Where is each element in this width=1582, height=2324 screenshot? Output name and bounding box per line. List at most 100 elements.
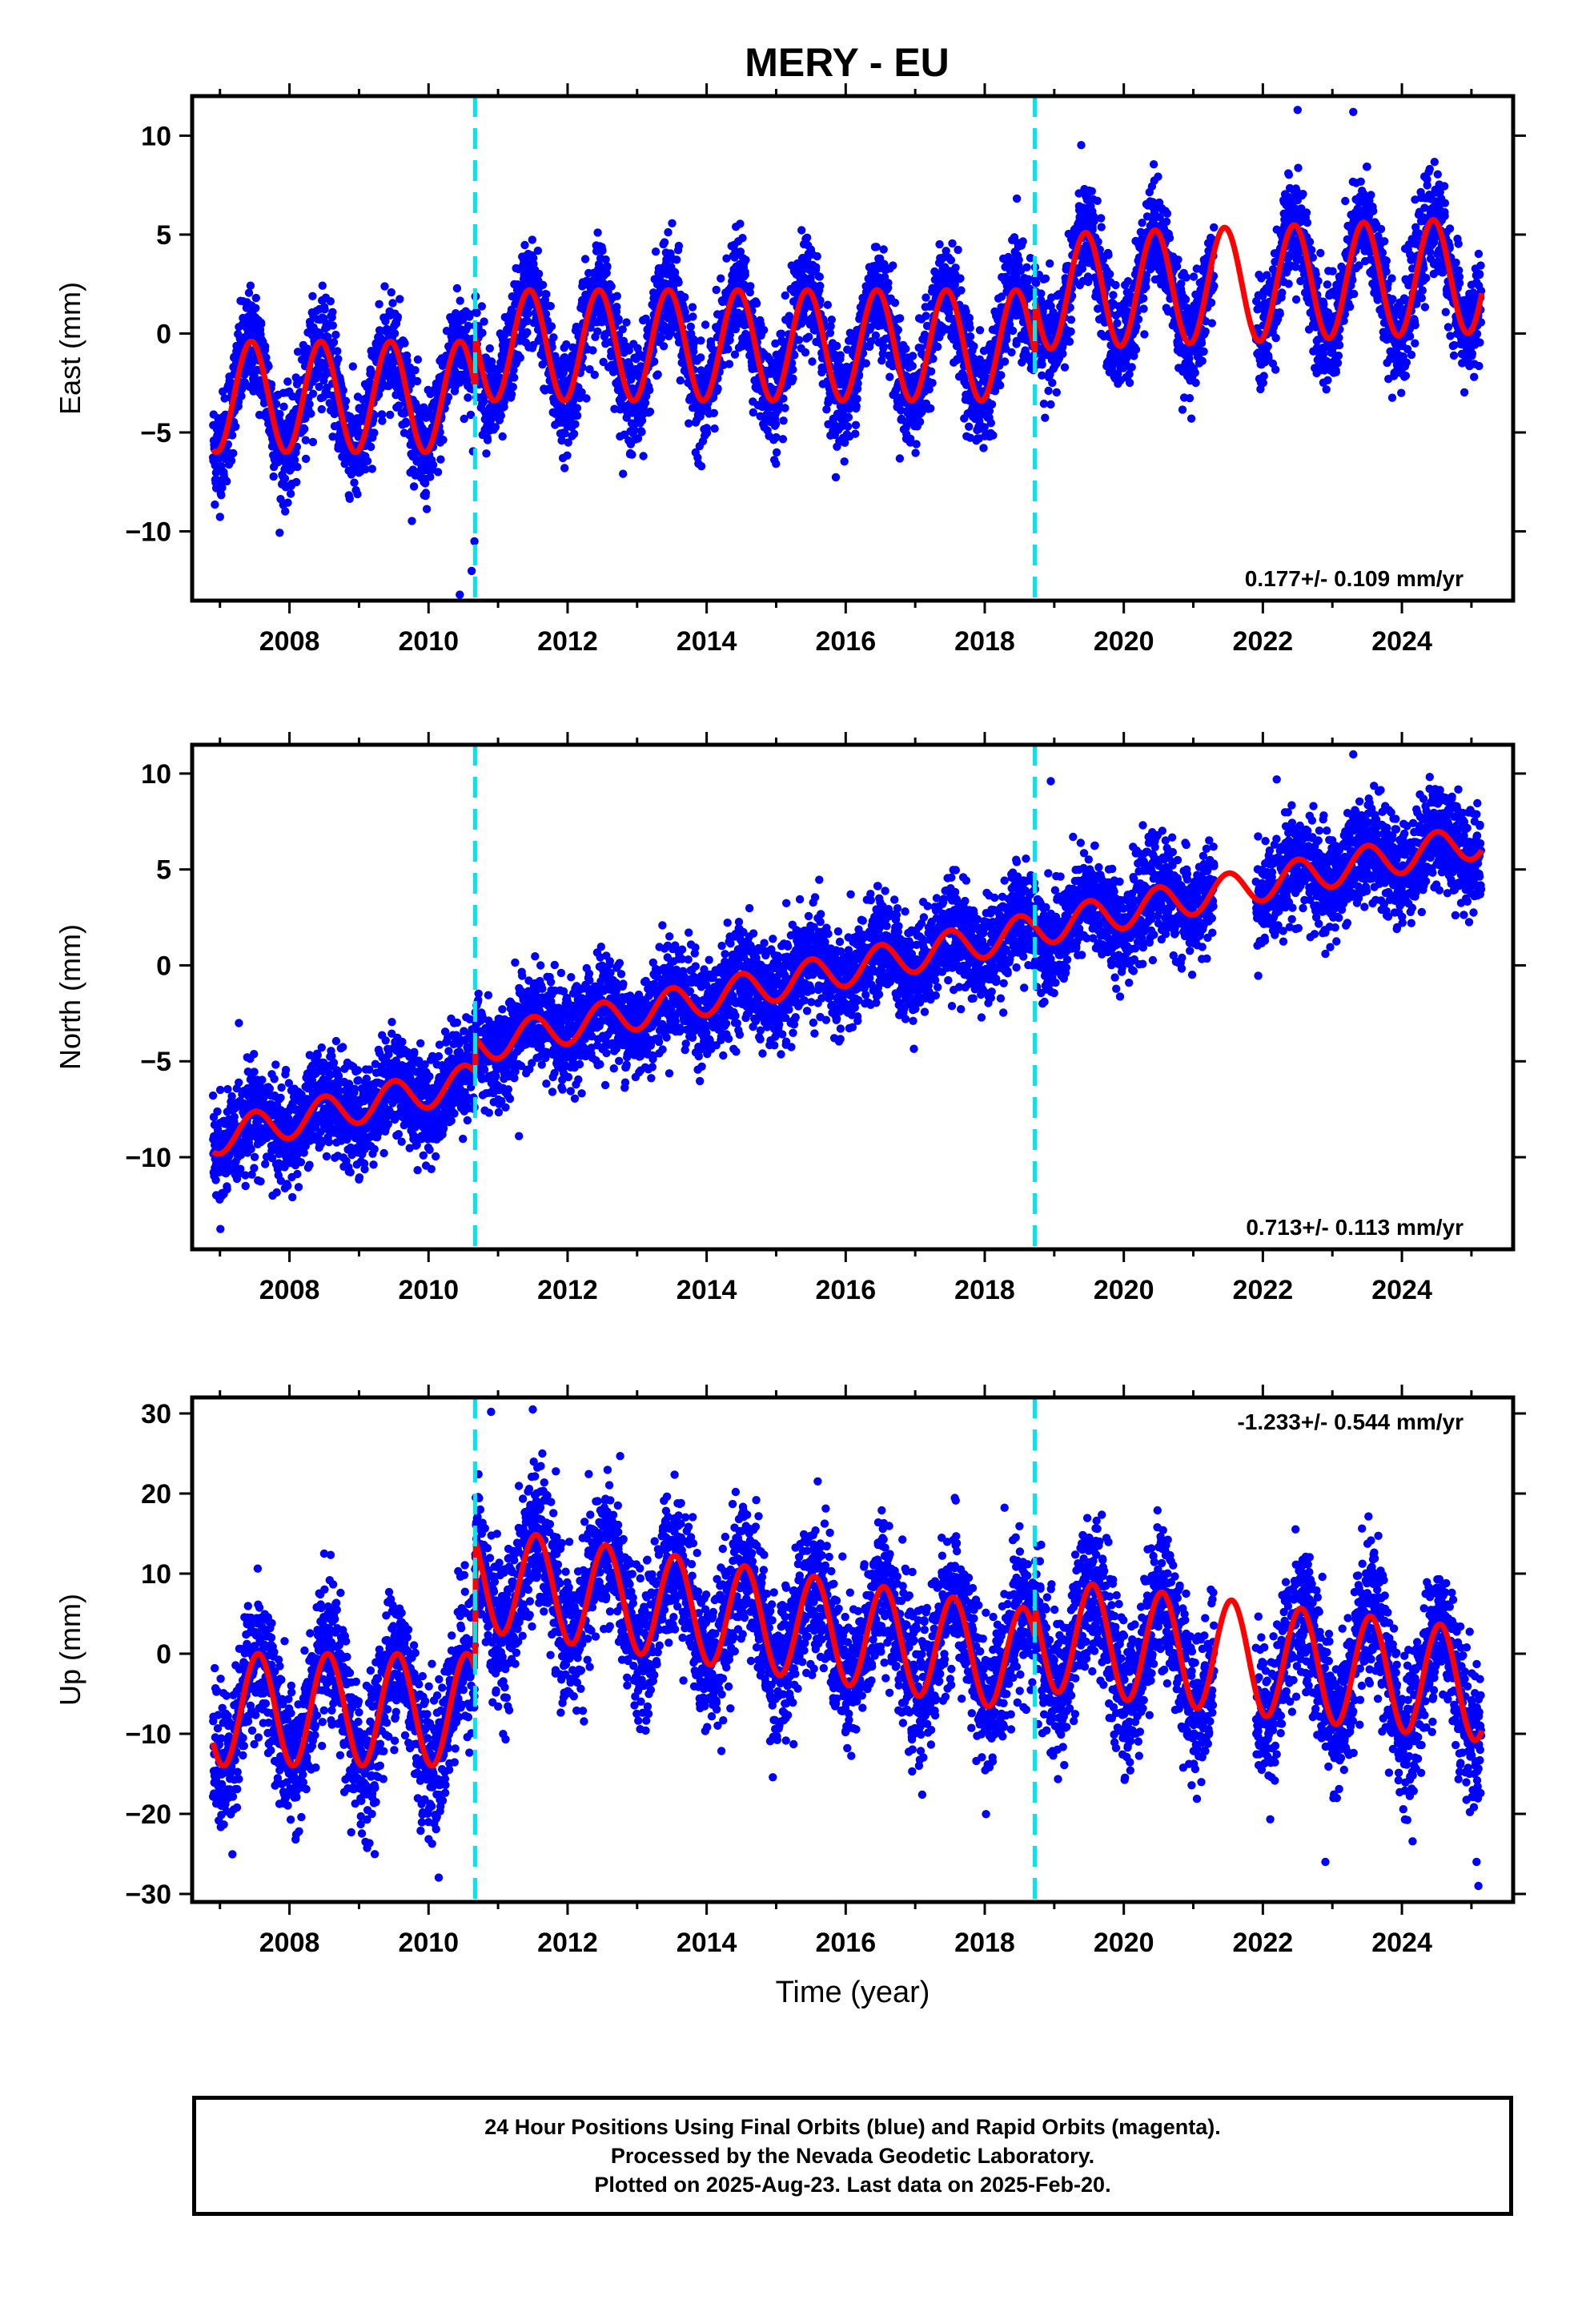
data-point — [534, 269, 544, 279]
data-point — [709, 408, 718, 417]
data-point — [1131, 345, 1141, 354]
data-point — [1132, 322, 1141, 332]
data-point — [323, 332, 332, 341]
data-point — [498, 432, 507, 441]
data-point — [293, 462, 302, 472]
data-point — [966, 324, 974, 332]
data-point — [328, 321, 337, 330]
data-point — [612, 303, 621, 312]
data-point — [421, 479, 430, 488]
data-point — [516, 353, 524, 362]
data-point — [885, 372, 894, 381]
data-point — [1154, 172, 1162, 181]
data-point — [645, 385, 654, 395]
data-point — [851, 420, 861, 429]
data-point — [408, 517, 416, 525]
data-point — [472, 308, 481, 317]
data-point — [987, 400, 997, 409]
data-point — [422, 505, 432, 513]
data-point — [681, 292, 689, 302]
data-point — [1111, 280, 1120, 290]
data-point — [388, 299, 397, 308]
data-point — [215, 513, 224, 521]
data-point — [674, 241, 684, 251]
data-point — [1044, 386, 1053, 396]
data-point — [1041, 413, 1050, 422]
data-point — [348, 362, 357, 371]
data-point — [1066, 316, 1076, 324]
data-point — [926, 404, 935, 413]
data-point — [772, 460, 781, 468]
data-point — [614, 315, 623, 324]
data-point — [746, 282, 755, 291]
data-point — [329, 338, 339, 347]
data-point — [599, 357, 608, 367]
data-point — [411, 366, 420, 375]
data-point — [1018, 237, 1027, 246]
data-point — [673, 255, 681, 264]
data-point — [593, 228, 602, 237]
data-point — [1048, 378, 1057, 388]
data-point — [281, 507, 290, 516]
data-point — [674, 278, 683, 287]
data-point — [853, 379, 862, 388]
data-point — [341, 396, 351, 405]
data-point — [439, 436, 448, 444]
data-point — [301, 436, 310, 444]
data-point — [564, 438, 572, 447]
data-point — [478, 328, 487, 337]
data-point — [1022, 263, 1031, 271]
data-point — [879, 342, 889, 351]
data-point — [794, 336, 804, 344]
data-point — [813, 251, 821, 261]
data-point — [607, 282, 616, 291]
data-point — [628, 450, 636, 459]
data-point — [529, 254, 538, 263]
data-point — [664, 227, 673, 237]
data-point — [464, 321, 473, 331]
data-point — [701, 320, 710, 329]
data-point — [808, 357, 817, 366]
data-point — [290, 456, 299, 464]
data-point — [261, 342, 270, 351]
data-point — [840, 457, 849, 466]
data-point — [1109, 291, 1118, 300]
data-point — [413, 376, 422, 386]
data-point — [1139, 294, 1148, 303]
data-point — [759, 325, 769, 335]
data-point — [697, 336, 705, 345]
data-point — [1139, 304, 1148, 313]
data-point — [989, 431, 998, 440]
data-point — [334, 355, 343, 364]
data-point — [1149, 160, 1158, 169]
data-point — [510, 373, 519, 382]
data-point — [496, 411, 505, 420]
data-point — [542, 290, 551, 299]
data-point — [487, 357, 496, 366]
data-point — [508, 383, 517, 392]
data-point — [831, 472, 841, 482]
data-point — [400, 339, 409, 348]
data-point — [480, 317, 488, 326]
data-point — [736, 219, 745, 228]
data-point — [689, 312, 697, 321]
data-point — [378, 410, 387, 419]
data-point — [223, 476, 231, 486]
data-point — [466, 410, 476, 420]
data-point — [702, 428, 712, 437]
data-point — [915, 417, 925, 426]
data-point — [1105, 270, 1114, 279]
data-point — [533, 246, 543, 255]
data-point — [485, 344, 494, 353]
data-point — [588, 346, 597, 355]
data-point — [578, 363, 587, 372]
data-point — [572, 404, 582, 412]
data-point — [363, 456, 372, 465]
data-point — [269, 472, 278, 481]
data-point — [843, 422, 853, 431]
data-point — [713, 384, 722, 393]
data-point — [428, 460, 438, 469]
data-points-east — [208, 106, 1486, 599]
data-point — [697, 462, 706, 471]
data-point — [1014, 255, 1023, 264]
